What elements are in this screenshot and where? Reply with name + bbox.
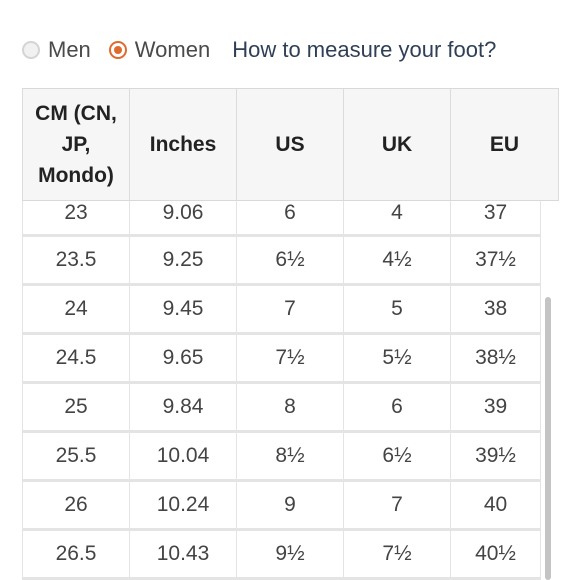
radio-men[interactable] [22, 41, 40, 59]
cell-eu: 39½ [450, 433, 541, 479]
cell-eu: 37½ [450, 237, 541, 283]
cell-uk: 7½ [343, 531, 450, 577]
cell-inches: 9.45 [129, 286, 236, 332]
cell-cm: 25.5 [22, 433, 129, 479]
cell-inches: 9.65 [129, 335, 236, 381]
cell-uk: 5½ [343, 335, 450, 381]
cell-us: 8½ [236, 433, 343, 479]
radio-women[interactable] [108, 41, 127, 59]
cell-cm: 23.5 [22, 237, 129, 283]
cell-cm: 25 [22, 384, 129, 430]
cell-us: 9½ [236, 531, 343, 577]
table-body: 23 9.06 6 4 37 23.5 9.25 6½ 4½ 37½ 24 9.45 7 5 38 24.5 9… [22, 201, 541, 580]
cell-inches: 9.06 [129, 201, 236, 234]
header-uk: UK [343, 89, 450, 200]
cell-uk: 4½ [343, 237, 450, 283]
header-inches: Inches [129, 89, 236, 200]
table-row: 24.5 9.65 7½ 5½ 38½ [22, 335, 541, 384]
cell-eu: 37 [450, 201, 541, 234]
cell-us: 6½ [236, 237, 343, 283]
cell-cm: 26 [22, 482, 129, 528]
cell-us: 8 [236, 384, 343, 430]
table-header: CM (CN, JP, Mondo) Inches US UK EU [22, 88, 559, 201]
cell-cm: 24.5 [22, 335, 129, 381]
cell-eu: 38 [450, 286, 541, 332]
table-row: 23.5 9.25 6½ 4½ 37½ [22, 237, 541, 286]
gender-selector: Men Women How to measure your foot? [22, 34, 496, 66]
cell-us: 7½ [236, 335, 343, 381]
measure-foot-link[interactable]: How to measure your foot? [232, 37, 497, 62]
gender-label-women: Women [134, 37, 211, 62]
header-us: US [236, 89, 343, 200]
table-row: 25.5 10.04 8½ 6½ 39½ [22, 433, 541, 482]
gender-option-men[interactable]: Men [22, 37, 91, 63]
table-row: 25 9.84 8 6 39 [22, 384, 541, 433]
header-eu: EU [450, 89, 559, 200]
cell-eu: 39 [450, 384, 541, 430]
cell-uk: 6½ [343, 433, 450, 479]
cell-inches: 10.43 [129, 531, 236, 577]
cell-cm: 24 [22, 286, 129, 332]
cell-eu: 40 [450, 482, 541, 528]
cell-cm: 26.5 [22, 531, 129, 577]
cell-uk: 4 [343, 201, 450, 234]
table-row: 24 9.45 7 5 38 [22, 286, 541, 335]
cell-inches: 10.04 [129, 433, 236, 479]
cell-cm: 23 [22, 201, 129, 234]
header-cm: CM (CN, JP, Mondo) [22, 89, 129, 200]
table-row: 26.5 10.43 9½ 7½ 40½ [22, 531, 541, 580]
table-row: 26 10.24 9 7 40 [22, 482, 541, 531]
table-scrollbar[interactable] [545, 297, 551, 580]
cell-eu: 40½ [450, 531, 541, 577]
cell-inches: 10.24 [129, 482, 236, 528]
cell-uk: 7 [343, 482, 450, 528]
cell-inches: 9.25 [129, 237, 236, 283]
table-row: 23 9.06 6 4 37 [22, 201, 541, 237]
cell-uk: 5 [343, 286, 450, 332]
cell-us: 7 [236, 286, 343, 332]
cell-us: 6 [236, 201, 343, 234]
cell-eu: 38½ [450, 335, 541, 381]
gender-option-women[interactable]: Women [108, 37, 211, 63]
gender-label-men: Men [48, 37, 91, 62]
cell-uk: 6 [343, 384, 450, 430]
cell-inches: 9.84 [129, 384, 236, 430]
cell-us: 9 [236, 482, 343, 528]
size-chart-table[interactable]: CM (CN, JP, Mondo) Inches US UK EU 23 9.0… [22, 88, 559, 580]
